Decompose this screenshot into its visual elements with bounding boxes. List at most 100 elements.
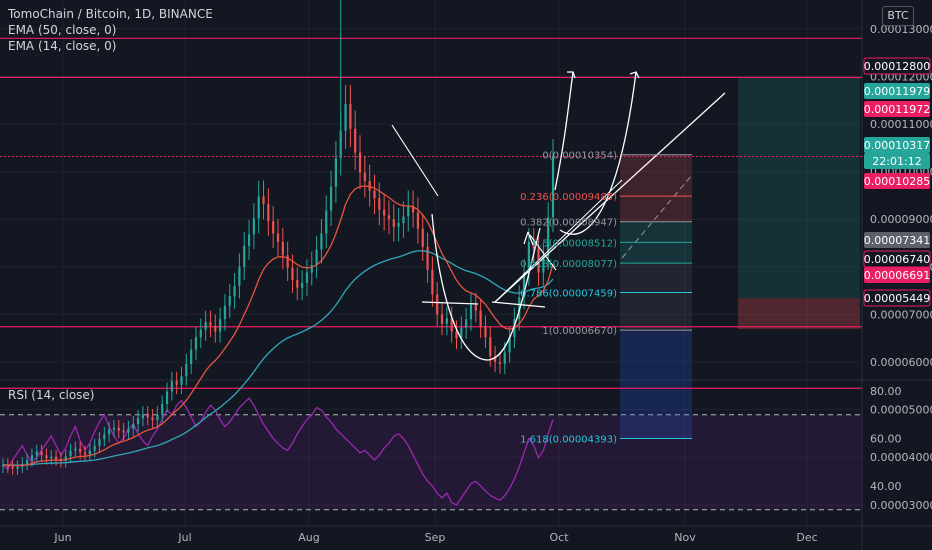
arrow-head-1 bbox=[567, 71, 576, 79]
price-tick-label: 0.00009000 bbox=[870, 213, 932, 226]
rsi-legend[interactable]: RSI (14, close) bbox=[8, 388, 95, 402]
descending-line bbox=[391, 124, 439, 197]
candle bbox=[542, 256, 545, 273]
candle bbox=[465, 319, 468, 328]
price-badge-label: 0.00011979 bbox=[864, 85, 930, 98]
candle bbox=[547, 217, 550, 257]
candle bbox=[165, 391, 169, 404]
fib-level-label: 0(0.00010354) bbox=[542, 151, 617, 162]
candle bbox=[16, 466, 19, 469]
candle bbox=[127, 428, 130, 433]
candle bbox=[416, 212, 420, 229]
candle bbox=[474, 304, 477, 311]
candle bbox=[83, 452, 87, 455]
price-axis: 0.000140000.000130000.000120000.00011000… bbox=[863, 23, 932, 512]
price-badge bbox=[864, 137, 930, 153]
ema14-legend[interactable]: EMA (14, close, 0) bbox=[8, 39, 117, 53]
price-tick-label: 0.00004000 bbox=[870, 451, 932, 464]
candle bbox=[431, 269, 434, 295]
candle bbox=[35, 451, 38, 456]
candle bbox=[204, 322, 207, 330]
candle bbox=[117, 427, 120, 431]
candle bbox=[402, 216, 405, 224]
currency-badge[interactable]: BTC bbox=[882, 6, 914, 26]
price-badge-label: 0.00006740 bbox=[864, 253, 930, 266]
candle bbox=[209, 322, 212, 326]
price-badge-label: 0.00006691 bbox=[864, 269, 930, 282]
candle bbox=[387, 215, 391, 220]
candle bbox=[291, 267, 294, 281]
candle bbox=[479, 310, 482, 327]
price-tick-label: 0.00011000 bbox=[870, 118, 932, 131]
price-badge-label: 0.00012800 bbox=[864, 60, 930, 73]
time-tick-label: Aug bbox=[298, 531, 319, 544]
candle bbox=[98, 439, 101, 446]
projection-arrow-2 bbox=[559, 71, 637, 235]
candle bbox=[136, 418, 140, 424]
candle bbox=[180, 376, 183, 385]
price-badge bbox=[864, 232, 930, 248]
candle bbox=[93, 445, 96, 451]
candle bbox=[344, 104, 347, 131]
candle bbox=[228, 296, 231, 306]
trend-line-lower bbox=[494, 179, 623, 303]
candle bbox=[551, 156, 555, 218]
price-badge bbox=[864, 101, 930, 117]
candle bbox=[108, 429, 111, 435]
candle bbox=[334, 158, 337, 187]
candle bbox=[315, 249, 318, 265]
fib-zone bbox=[620, 263, 692, 293]
candlestick-series bbox=[1, 0, 555, 475]
candle bbox=[383, 209, 386, 216]
candle bbox=[190, 349, 193, 364]
candle bbox=[262, 196, 265, 204]
candle bbox=[45, 455, 48, 459]
candle bbox=[146, 414, 149, 418]
candle bbox=[349, 104, 352, 129]
candle bbox=[354, 128, 357, 153]
candle bbox=[257, 196, 260, 219]
rsi-tick-label: 60.00 bbox=[870, 433, 902, 446]
candle bbox=[296, 280, 299, 288]
candle bbox=[30, 455, 34, 461]
candle bbox=[79, 448, 82, 453]
rsi-panel: 80.00 60.00 40.00 bbox=[0, 385, 902, 511]
candle bbox=[69, 450, 72, 457]
arrow-head-2 bbox=[629, 71, 640, 79]
candle bbox=[426, 246, 429, 270]
fib-zone bbox=[620, 330, 692, 439]
price-badge bbox=[863, 57, 931, 75]
candle bbox=[276, 233, 280, 243]
price-tick-label: 0.00007000 bbox=[870, 308, 932, 321]
price-tick-label: 0.00005000 bbox=[870, 404, 932, 417]
price-tick-label: 0.00006000 bbox=[870, 356, 932, 369]
candle bbox=[175, 381, 178, 385]
cup-pattern-curve bbox=[431, 213, 541, 361]
candle bbox=[252, 218, 255, 235]
candle bbox=[141, 414, 145, 419]
candle bbox=[151, 417, 154, 421]
fib-level-label: 1.618(0.00004393) bbox=[520, 434, 617, 445]
price-tick-label: 0.00013000 bbox=[870, 23, 932, 36]
ema50-legend[interactable]: EMA (50, close, 0) bbox=[8, 23, 117, 37]
candle bbox=[223, 305, 227, 320]
fib-level-label: 0.382(0.00008947) bbox=[520, 218, 617, 229]
support-line-right bbox=[491, 301, 546, 308]
fib-level-label: 0.618(0.00008077) bbox=[520, 259, 617, 270]
candle bbox=[238, 266, 241, 286]
time-tick-label: Nov bbox=[674, 531, 696, 544]
chart-drawings-back bbox=[0, 37, 862, 439]
candle bbox=[460, 327, 463, 339]
countdown-badge bbox=[864, 153, 930, 169]
ema50-line bbox=[2, 250, 554, 466]
candle bbox=[286, 255, 289, 268]
price-badge-label: 0.00007341 bbox=[864, 234, 930, 247]
candle bbox=[247, 234, 251, 246]
rsi-tick-label: 40.00 bbox=[870, 480, 902, 493]
candle bbox=[508, 337, 511, 353]
fib-dashed-trend bbox=[621, 174, 693, 259]
candle bbox=[392, 219, 395, 227]
candle bbox=[494, 356, 497, 362]
